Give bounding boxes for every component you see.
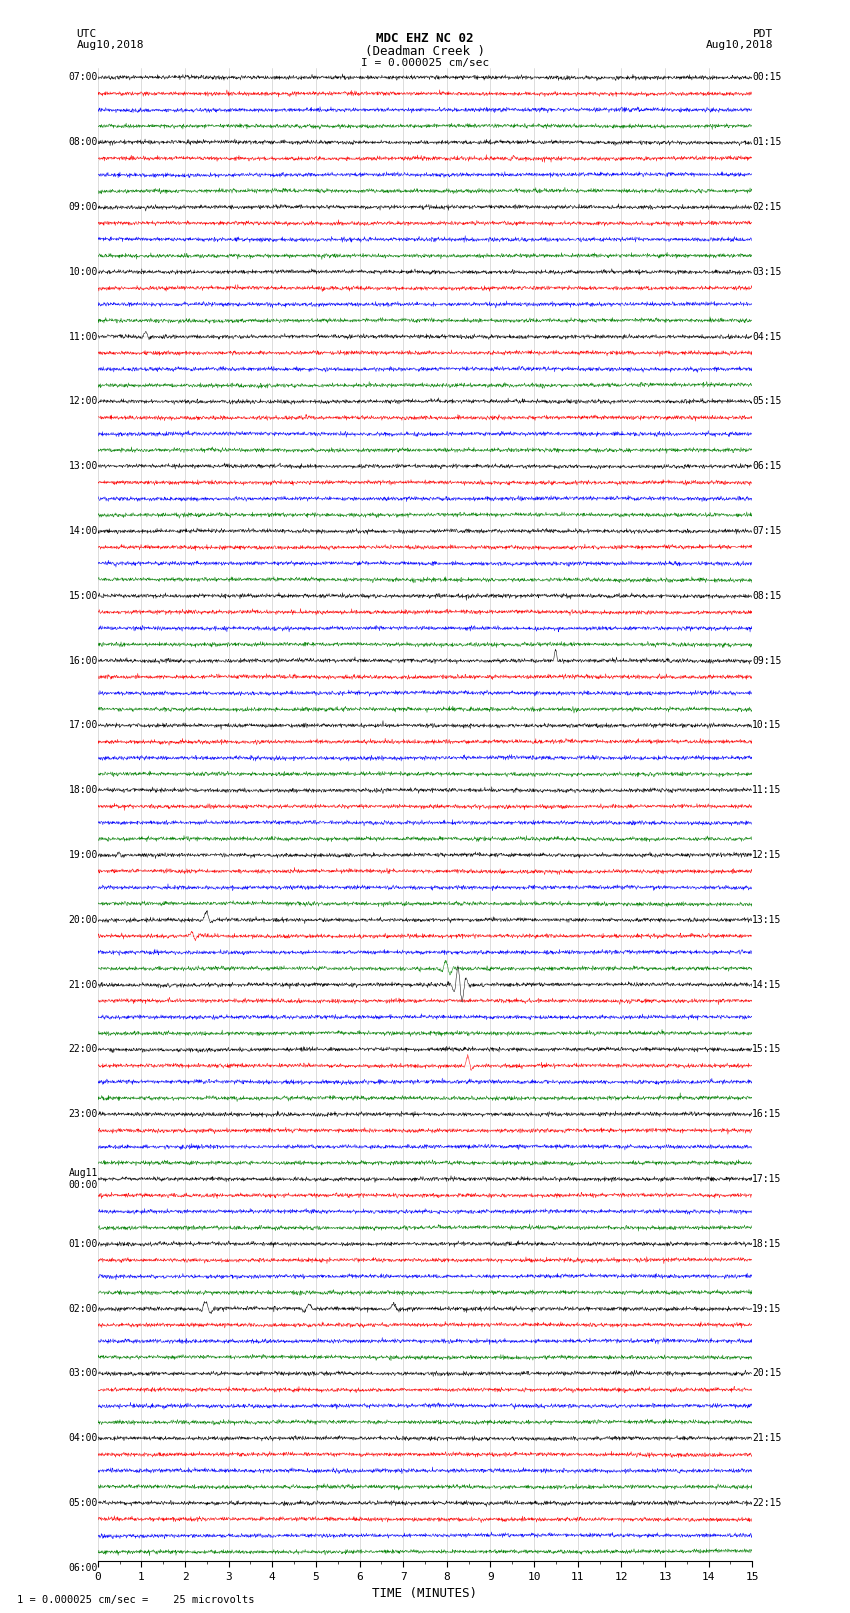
Text: 14:15: 14:15	[752, 979, 782, 990]
Text: 15:15: 15:15	[752, 1045, 782, 1055]
Text: 17:15: 17:15	[752, 1174, 782, 1184]
Text: 12:15: 12:15	[752, 850, 782, 860]
Text: 09:15: 09:15	[752, 655, 782, 666]
Text: UTC: UTC	[76, 29, 97, 39]
Text: 1 = 0.000025 cm/sec =    25 microvolts: 1 = 0.000025 cm/sec = 25 microvolts	[17, 1595, 254, 1605]
Text: 03:15: 03:15	[752, 266, 782, 277]
Text: 21:00: 21:00	[68, 979, 98, 990]
Text: 01:15: 01:15	[752, 137, 782, 147]
Text: 05:15: 05:15	[752, 397, 782, 406]
Text: 17:00: 17:00	[68, 721, 98, 731]
Text: 11:00: 11:00	[68, 332, 98, 342]
Text: 20:15: 20:15	[752, 1368, 782, 1379]
Text: 18:00: 18:00	[68, 786, 98, 795]
Text: 14:00: 14:00	[68, 526, 98, 536]
Text: 21:15: 21:15	[752, 1434, 782, 1444]
Text: 16:15: 16:15	[752, 1110, 782, 1119]
Text: 07:15: 07:15	[752, 526, 782, 536]
Text: 19:00: 19:00	[68, 850, 98, 860]
Text: 08:00: 08:00	[68, 137, 98, 147]
Text: 15:00: 15:00	[68, 590, 98, 602]
Text: 18:15: 18:15	[752, 1239, 782, 1248]
Text: 16:00: 16:00	[68, 655, 98, 666]
Text: 06:00: 06:00	[68, 1563, 98, 1573]
Text: (Deadman Creek ): (Deadman Creek )	[365, 45, 485, 58]
Text: Aug10,2018: Aug10,2018	[76, 40, 144, 50]
Text: 13:15: 13:15	[752, 915, 782, 924]
Text: 01:00: 01:00	[68, 1239, 98, 1248]
Text: Aug11
00:00: Aug11 00:00	[68, 1168, 98, 1190]
Text: Aug10,2018: Aug10,2018	[706, 40, 774, 50]
Text: 03:00: 03:00	[68, 1368, 98, 1379]
Text: PDT: PDT	[753, 29, 774, 39]
Text: 07:00: 07:00	[68, 73, 98, 82]
Text: 04:00: 04:00	[68, 1434, 98, 1444]
Text: 19:15: 19:15	[752, 1303, 782, 1313]
Text: 02:00: 02:00	[68, 1303, 98, 1313]
Text: 00:15: 00:15	[752, 73, 782, 82]
Text: 20:00: 20:00	[68, 915, 98, 924]
Text: 06:15: 06:15	[752, 461, 782, 471]
Text: 10:00: 10:00	[68, 266, 98, 277]
X-axis label: TIME (MINUTES): TIME (MINUTES)	[372, 1587, 478, 1600]
Text: 23:00: 23:00	[68, 1110, 98, 1119]
Text: I = 0.000025 cm/sec: I = 0.000025 cm/sec	[361, 58, 489, 68]
Text: 02:15: 02:15	[752, 202, 782, 211]
Text: 05:00: 05:00	[68, 1498, 98, 1508]
Text: 11:15: 11:15	[752, 786, 782, 795]
Text: 13:00: 13:00	[68, 461, 98, 471]
Text: 22:00: 22:00	[68, 1045, 98, 1055]
Text: 04:15: 04:15	[752, 332, 782, 342]
Text: 08:15: 08:15	[752, 590, 782, 602]
Text: 10:15: 10:15	[752, 721, 782, 731]
Text: 22:15: 22:15	[752, 1498, 782, 1508]
Text: 12:00: 12:00	[68, 397, 98, 406]
Text: 09:00: 09:00	[68, 202, 98, 211]
Text: MDC EHZ NC 02: MDC EHZ NC 02	[377, 32, 473, 45]
